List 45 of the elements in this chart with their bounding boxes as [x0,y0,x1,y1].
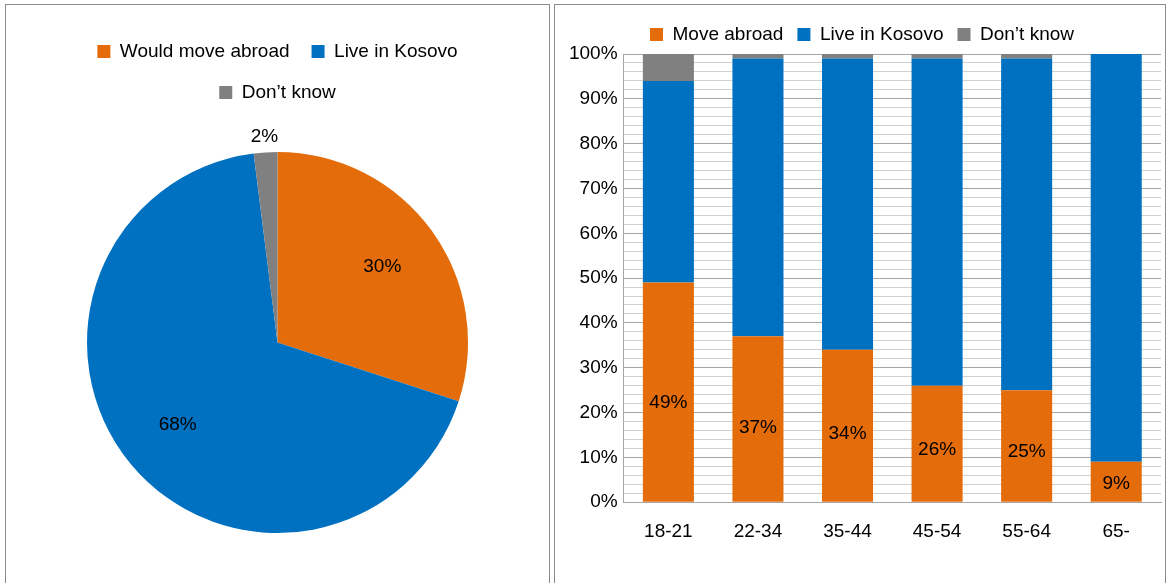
bar [1090,54,1142,462]
data-label: 25% [1007,439,1046,461]
bar [821,349,874,502]
legend-label: Would move abroad [119,39,290,61]
bar [1001,58,1053,391]
y-tick-label: 10% [579,445,618,467]
x-tick-label: 35-44 [823,519,873,541]
y-tick-label: 50% [579,266,618,288]
x-tick-label: 22-34 [733,519,783,541]
bar [1090,461,1142,502]
legend-label: Live in Kosovo [334,39,458,61]
data-label: 9% [1102,472,1131,494]
data-label: 37% [738,415,778,437]
bar [642,54,694,81]
y-tick-label: 30% [579,355,618,377]
legend-label: Live in Kosovo [819,22,944,44]
bar [642,282,694,502]
data-label: 49% [649,391,688,413]
legend-label: Don’t know [979,22,1075,44]
y-tick-label: 70% [579,176,618,198]
y-tick-label: 60% [579,221,618,243]
y-tick-label: 20% [579,400,618,422]
data-label: 68% [158,413,197,435]
x-tick-label: 55-64 [1002,519,1052,541]
bar [821,58,874,350]
legend-label: Move abroad [672,22,784,44]
bar [732,336,784,502]
x-tick-label: 65- [1102,519,1130,541]
data-label: 26% [918,437,957,459]
y-tick-label: 40% [579,311,618,333]
x-tick-label: 45-54 [912,519,962,541]
bar [1001,390,1053,502]
data-label: 2% [250,124,279,146]
y-tick-label: 0% [590,490,618,512]
bar [732,58,784,337]
legend-label: Don’t know [241,80,337,102]
data-label: 30% [363,254,402,276]
y-tick-label: 80% [579,131,618,153]
x-tick-label: 18-21 [644,519,693,541]
y-tick-label: 90% [579,87,618,109]
data-label: 34% [828,421,867,443]
bar [911,58,963,386]
bar [642,80,694,283]
y-tick-label: 100% [568,42,618,64]
bar [911,385,963,502]
